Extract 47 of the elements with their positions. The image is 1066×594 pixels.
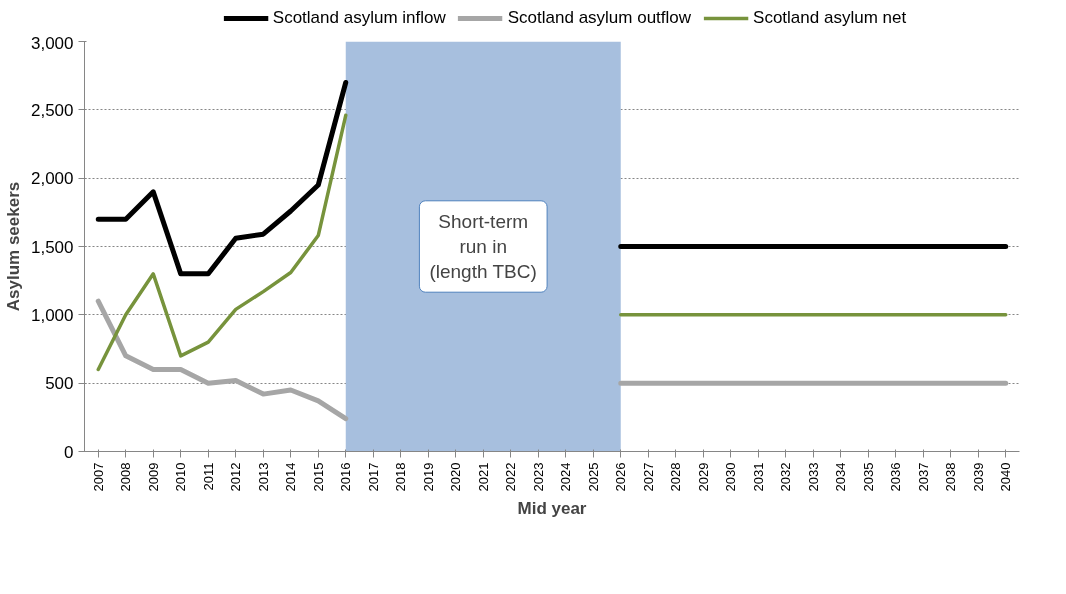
x-tick-label: 2033	[805, 462, 821, 492]
legend-label: Scotland asylum inflow	[272, 8, 446, 28]
x-tick-label: 2032	[778, 462, 794, 492]
x-tick-label: 2023	[530, 462, 546, 492]
band-label: Short-term run in (length TBC)	[429, 210, 537, 283]
x-tick-label: 2019	[420, 462, 436, 492]
y-axis-title: Asylum seekers	[3, 181, 23, 312]
x-tick-label: 2036	[888, 462, 904, 492]
x-tick-label: 2013	[255, 462, 271, 492]
x-tick-label: 2007	[90, 462, 106, 492]
legend-label: Scotland asylum net	[753, 8, 907, 28]
x-axis-title: Mid year	[517, 499, 587, 519]
x-tick-label: 2015	[310, 462, 326, 492]
x-tick-label: 2017	[365, 462, 381, 492]
x-tick-label: 2038	[943, 462, 959, 492]
x-tick-label: 2028	[668, 462, 684, 492]
x-tick-label: 2018	[393, 462, 409, 492]
x-tick-label: 2034	[833, 462, 849, 492]
x-tick-label: 2010	[173, 462, 189, 492]
x-tick-label: 2040	[998, 462, 1014, 492]
x-tick-label: 2035	[860, 462, 876, 492]
x-tick-label: 2039	[970, 462, 986, 492]
x-tick-label: 2009	[145, 462, 161, 492]
y-tick-label: 1,500	[30, 237, 74, 257]
x-tick-label: 2016	[338, 462, 354, 492]
x-tick-label: 2024	[558, 462, 574, 492]
y-tick-label: 0	[64, 442, 74, 462]
x-tick-label: 2030	[723, 462, 739, 492]
x-tick-label: 2014	[283, 462, 299, 492]
y-tick-label: 500	[45, 374, 74, 394]
legend-label: Scotland asylum outflow	[507, 8, 692, 28]
x-tick-label: 2021	[475, 462, 491, 492]
y-tick-label: 2,500	[30, 100, 74, 120]
x-tick-label: 2008	[118, 462, 134, 492]
x-tick-label: 2029	[695, 462, 711, 492]
x-tick-label: 2037	[915, 462, 931, 492]
x-tick-label: 2022	[503, 462, 519, 492]
x-tick-label: 2027	[640, 462, 656, 492]
x-tick-label: 2031	[750, 462, 766, 492]
y-tick-label: 2,000	[30, 169, 74, 189]
x-tick-label: 2026	[613, 462, 629, 492]
y-tick-label: 3,000	[30, 33, 74, 53]
x-tick-label: 2025	[585, 462, 601, 492]
x-tick-label: 2012	[228, 462, 244, 492]
x-tick-label: 2020	[448, 462, 464, 492]
x-tick-label: 2011	[200, 462, 216, 491]
y-tick-label: 1,000	[30, 305, 74, 325]
